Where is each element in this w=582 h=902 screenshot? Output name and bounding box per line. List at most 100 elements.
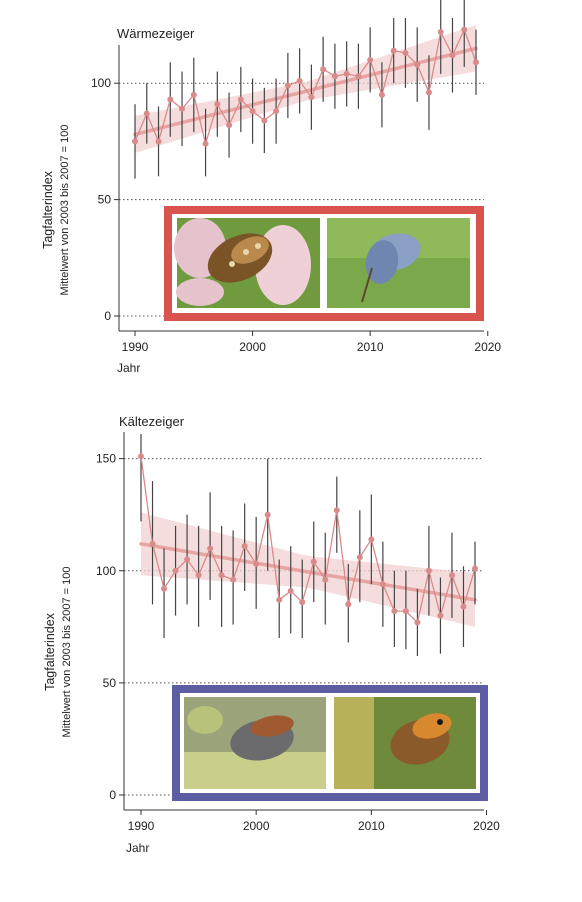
chart-cold: Kältezeiger Tagfalterindex Mittelwert vo…	[43, 414, 500, 855]
data-point	[155, 138, 162, 145]
data-point	[218, 572, 225, 579]
data-point	[149, 540, 156, 547]
y-axis-label: Tagfalterindex	[43, 612, 57, 691]
y-axis-sublabel: Mittelwert von 2003 bis 2007 = 100	[59, 125, 71, 296]
x-tick-label: 2020	[473, 819, 500, 833]
data-point	[379, 581, 386, 588]
data-point	[343, 70, 350, 77]
trend-line	[133, 46, 478, 137]
photo-frame	[172, 685, 488, 801]
data-point	[299, 599, 306, 606]
data-point	[402, 608, 409, 615]
data-point	[368, 536, 375, 543]
data-point	[331, 73, 338, 80]
data-point	[207, 545, 214, 552]
confidence-band-area	[141, 512, 475, 627]
y-tick-label: 100	[91, 76, 111, 90]
x-tick-label: 2000	[239, 340, 266, 354]
y-tick-label: 0	[109, 788, 116, 802]
x-tick-label: 1990	[128, 819, 155, 833]
data-point	[437, 28, 444, 35]
y-axis-sublabel: Mittelwert von 2003 bis 2007 = 100	[61, 567, 73, 738]
data-point	[190, 91, 197, 98]
data-point	[264, 511, 271, 518]
axes	[119, 432, 488, 815]
x-tick-label: 2010	[358, 819, 385, 833]
data-point	[138, 453, 144, 460]
series-polyline	[134, 27, 477, 147]
data-point	[402, 49, 409, 56]
photo-frame	[164, 206, 484, 321]
data-point	[356, 554, 363, 561]
data-point	[249, 108, 256, 115]
data-point	[333, 507, 340, 514]
y-tick-label: 50	[103, 676, 117, 690]
chart-warm: Wärmezeiger Tagfalterindex Mittelwert vo…	[41, 0, 501, 375]
data-point	[214, 101, 221, 108]
data-point	[172, 567, 179, 574]
chart-title: Wärmezeiger	[117, 26, 195, 41]
data-point	[276, 596, 283, 603]
photo-right	[327, 218, 470, 308]
data-point	[437, 612, 444, 619]
data-point	[167, 96, 174, 103]
data-point	[230, 576, 237, 583]
photo-panel	[164, 206, 484, 321]
data-point	[449, 52, 456, 59]
y-axis-label: Tagfalterindex	[41, 170, 55, 249]
data-point	[287, 587, 294, 594]
data-point	[179, 105, 186, 112]
data-point	[241, 543, 248, 550]
y-tick-label: 150	[96, 452, 116, 466]
data-point	[296, 77, 303, 84]
data-point	[202, 140, 209, 147]
photo-right	[334, 697, 476, 789]
data-point	[320, 66, 327, 73]
series-polyline	[140, 456, 476, 624]
data-point	[473, 59, 479, 66]
data-point	[310, 558, 317, 565]
x-tick-label: 2020	[474, 340, 501, 354]
confidence-band	[141, 512, 475, 627]
photo-left	[174, 218, 320, 308]
x-tick-label: 2000	[243, 819, 270, 833]
trend-line-segment	[139, 542, 477, 602]
data-point	[414, 61, 421, 68]
data-point	[461, 26, 468, 33]
y-tick-label: 50	[98, 193, 112, 207]
y-tick-label: 0	[104, 309, 111, 323]
data-point	[184, 556, 191, 563]
data-point	[460, 603, 467, 610]
data-point	[345, 601, 352, 608]
x-tick-label: 2010	[357, 340, 384, 354]
photo-panel	[172, 685, 488, 801]
data-point	[132, 138, 138, 145]
data-point	[367, 56, 374, 63]
data-point	[425, 567, 432, 574]
tick-labels: 0 50 100 1990 2000 2010 2020	[91, 76, 501, 354]
chart-title: Kältezeiger	[119, 414, 185, 429]
data-point	[308, 94, 315, 101]
data-point	[390, 47, 397, 54]
series-line	[138, 453, 478, 626]
trend-line	[139, 542, 477, 602]
photo-left	[184, 697, 326, 789]
data-point	[143, 110, 150, 117]
trend-line-segment	[133, 46, 478, 137]
data-point	[425, 89, 432, 96]
data-point	[195, 572, 202, 579]
axes	[114, 45, 489, 336]
x-axis-label: Jahr	[117, 361, 140, 375]
tick-labels: 0 50 100 150 1990 2000 2010 2020	[96, 452, 500, 833]
data-point	[237, 96, 244, 103]
data-point	[226, 122, 233, 129]
data-point	[261, 117, 268, 124]
data-point	[322, 576, 329, 583]
y-tick-label: 100	[96, 564, 116, 578]
data-point	[273, 108, 280, 115]
data-point	[355, 73, 362, 80]
data-point	[284, 82, 291, 89]
data-point	[448, 572, 455, 579]
x-tick-label: 1990	[122, 340, 149, 354]
